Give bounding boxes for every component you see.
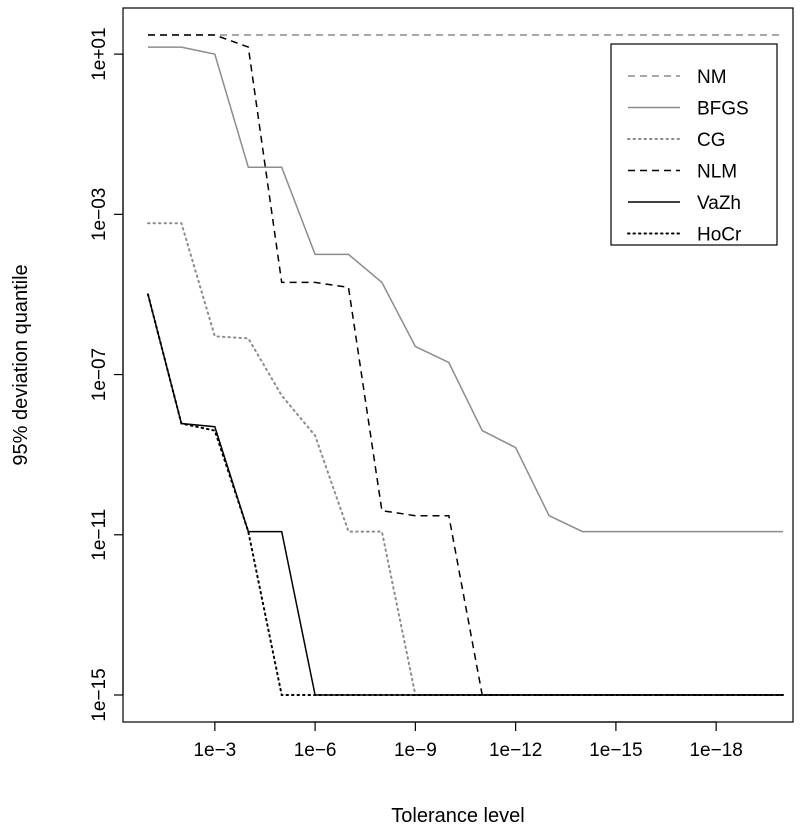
x-tick-label: 1e−3 (193, 740, 236, 761)
series-layer (147, 34, 784, 696)
legend: NM BFGS CG NLM VaZh HoCr (610, 43, 778, 246)
legend-label-hocr: HoCr (697, 225, 742, 246)
x-tick-label: 1e−15 (589, 740, 642, 761)
y-tick-label: 1e−07 (89, 348, 110, 401)
legend-label-bfgs: BFGS (697, 99, 749, 120)
legend-box (610, 43, 778, 246)
y-axis: 1e+01 1e−03 1e−07 1e−11 1e−15 (89, 27, 124, 722)
legend-label-vazh: VaZh (697, 193, 741, 214)
x-tick-label: 1e−6 (294, 740, 337, 761)
y-tick-label: 1e−03 (89, 188, 110, 241)
x-axis: 1e−3 1e−6 1e−9 1e−12 1e−15 1e−18 (193, 721, 743, 761)
y-tick-label: 1e−11 (89, 509, 110, 561)
x-tick-label: 1e−12 (489, 740, 542, 761)
x-tick-label: 1e−9 (394, 740, 437, 761)
x-axis-label: Tolerance level (391, 805, 524, 827)
series-line-cg (147, 222, 784, 696)
series-line-bfgs (148, 46, 783, 533)
y-axis-label: 95% deviation quantile (10, 264, 32, 465)
legend-label-nlm: NLM (697, 162, 737, 183)
legend-label-cg: CG (697, 130, 726, 151)
y-tick-label: 1e−15 (89, 668, 110, 721)
series-line-vazh (147, 294, 783, 696)
legend-label-nm: NM (697, 67, 727, 88)
x-tick-label: 1e−18 (689, 740, 742, 761)
y-tick-label: 1e+01 (89, 27, 110, 80)
series-line-nlm (148, 34, 783, 696)
series-line-hocr (147, 293, 784, 696)
